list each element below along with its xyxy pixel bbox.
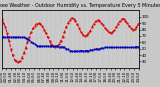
Text: Milwaukee Weather - Outdoor Humidity vs. Temperature Every 5 Minutes: Milwaukee Weather - Outdoor Humidity vs.… [0,3,160,8]
